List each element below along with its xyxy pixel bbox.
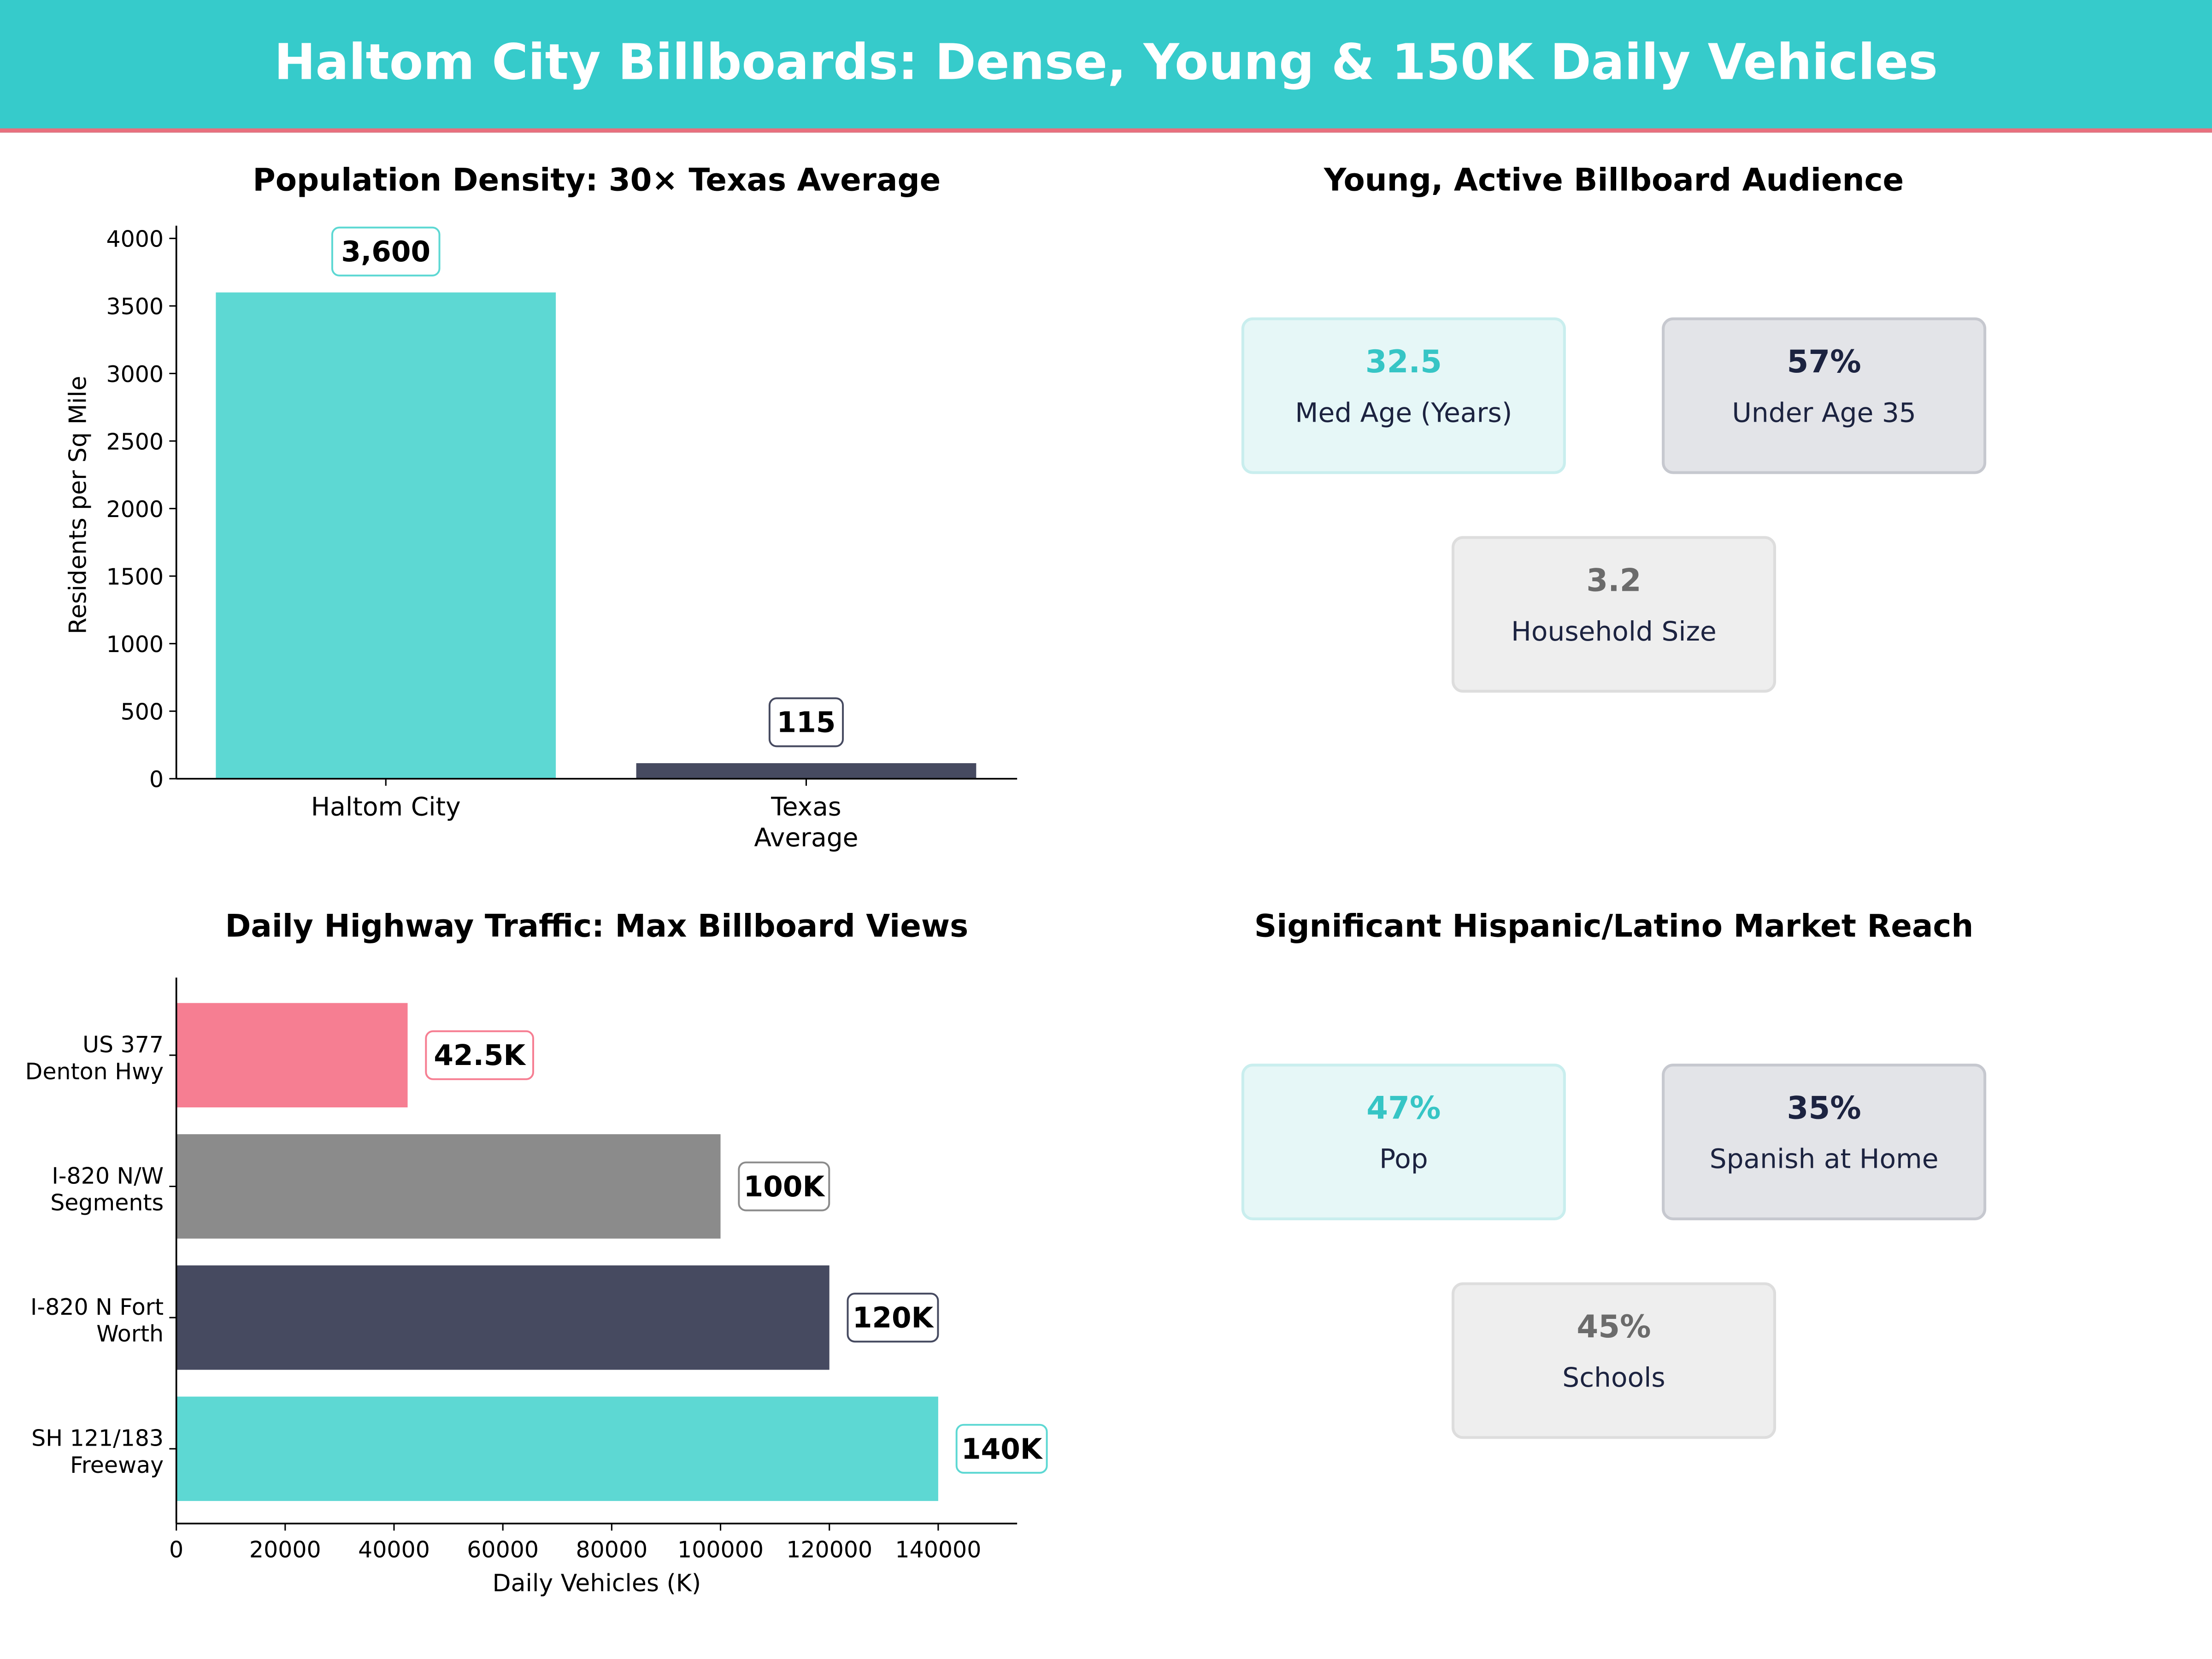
bar-1 [636, 763, 977, 779]
stat-label: Household Size [1511, 616, 1717, 648]
bar-1 [176, 1134, 721, 1239]
y-tick-label: 2500 [106, 429, 164, 455]
y-tick-label: 0 [149, 766, 164, 793]
y-tick-label: I-820 N Fort Worth [30, 1294, 164, 1347]
y-tick-label: 3000 [106, 361, 164, 388]
x-tick-label: 80000 [576, 1537, 647, 1563]
bar-2 [176, 1265, 830, 1370]
data-label: 100K [744, 1171, 826, 1203]
y-tick-label: 4000 [106, 226, 164, 253]
stat-value: 47% [1366, 1092, 1441, 1127]
traffic-chart-title: Daily Highway Traffic: Max Billboard Vie… [225, 910, 969, 946]
x-tick-label: 40000 [358, 1537, 430, 1563]
stat-card-hispanic-pop: 47% Pop [1241, 1064, 1566, 1220]
hispanic-title: Significant Hispanic/Latino Market Reach [1254, 910, 1974, 946]
y-tick-label: 2000 [106, 496, 164, 523]
data-label: 115 [777, 706, 836, 739]
stat-label: Under Age 35 [1732, 398, 1916, 429]
x-tick-label: Haltom City [311, 792, 461, 821]
data-label-box [847, 1293, 939, 1343]
data-label: 140K [961, 1433, 1043, 1465]
data-label-box [331, 226, 441, 276]
audience-title: Young, Active Billboard Audience [1324, 164, 1904, 199]
stat-card-under-35: 57% Under Age 35 [1662, 317, 1987, 474]
stat-value: 35% [1787, 1092, 1861, 1127]
page-title: Haltom City Billboards: Dense, Young & 1… [274, 35, 1938, 92]
bar-0 [176, 1003, 408, 1108]
x-tick-label: 120000 [786, 1537, 872, 1563]
y-axis-label: Residents per Sq Mile [65, 376, 92, 634]
y-tick-label: 3500 [106, 294, 164, 320]
data-label: 120K [853, 1302, 935, 1335]
x-tick-label: 60000 [467, 1537, 539, 1563]
x-tick-label: Texas Average [754, 792, 858, 852]
y-tick-label: 500 [121, 699, 164, 725]
density-chart-title: Population Density: 30× Texas Average [253, 164, 941, 199]
data-label: 42.5K [434, 1039, 526, 1072]
y-tick-label: I-820 N/W Segments [50, 1163, 164, 1216]
y-tick-label: 1000 [106, 631, 164, 658]
stat-card-household-size: 3.2 Household Size [1451, 536, 1777, 693]
data-label-box [738, 1161, 830, 1212]
stat-label: Pop [1379, 1144, 1428, 1175]
stat-value: 3.2 [1586, 564, 1641, 600]
stat-card-median-age: 32.5 Med Age (Years) [1241, 317, 1566, 474]
stat-card-spanish-home: 35% Spanish at Home [1662, 1064, 1987, 1220]
stat-label: Med Age (Years) [1295, 398, 1512, 429]
x-tick-label: 100000 [677, 1537, 764, 1563]
data-label: 3,600 [341, 235, 430, 268]
stat-value: 45% [1577, 1310, 1651, 1346]
stat-value: 57% [1787, 345, 1861, 381]
data-label-box [955, 1424, 1048, 1474]
y-tick-label: US 377 Denton Hwy [25, 1032, 164, 1085]
data-label-box [768, 697, 844, 747]
x-tick-label: 0 [169, 1537, 183, 1563]
bar-3 [176, 1396, 938, 1501]
y-tick-label: 1500 [106, 564, 164, 590]
stat-card-schools: 45% Schools [1451, 1282, 1777, 1439]
x-tick-label: 140000 [895, 1537, 981, 1563]
stat-label: Schools [1562, 1363, 1665, 1394]
stat-label: Spanish at Home [1709, 1144, 1939, 1175]
bar-0 [216, 292, 556, 779]
x-tick-label: 20000 [249, 1537, 321, 1563]
data-label-box [425, 1030, 534, 1080]
header-banner: Haltom City Billboards: Dense, Young & 1… [0, 0, 2212, 133]
stat-value: 32.5 [1365, 345, 1442, 381]
y-tick-label: SH 121/183 Freeway [31, 1425, 164, 1478]
x-axis-label: Daily Vehicles (K) [493, 1570, 701, 1597]
